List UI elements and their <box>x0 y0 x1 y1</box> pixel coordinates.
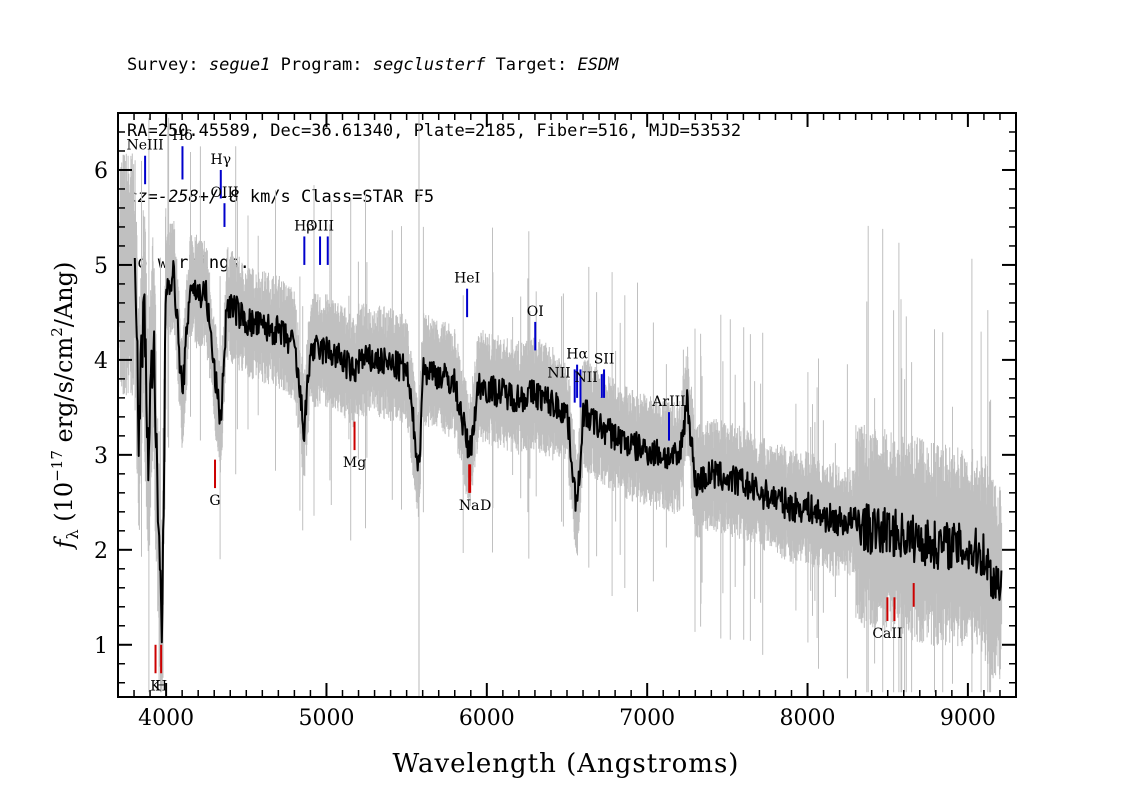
y-label-open: (10 <box>50 482 78 530</box>
survey-label: Survey: <box>127 55 199 75</box>
annotation-label: K <box>150 678 161 694</box>
annotation-label: NII <box>574 370 597 386</box>
annotation-label: NeIII <box>127 138 164 154</box>
annotation-label: OI <box>527 304 544 320</box>
y-tick-label: 6 <box>94 159 108 184</box>
annotation-label: CaII <box>872 626 902 642</box>
x-tick-label: 7000 <box>619 706 675 731</box>
annotation-label: OIII <box>306 218 334 234</box>
spectrum-line <box>133 257 1003 644</box>
x-axis-label: Wavelength (Angstroms) <box>393 749 740 779</box>
y-tick-label: 3 <box>94 444 108 469</box>
y-label-mid: erg/s/cm <box>50 337 78 451</box>
annotation-label: HeI <box>454 271 480 287</box>
axis-ticks: 4000 5000 6000 7000 8000 9000 1 2 3 4 5 6 <box>94 113 1017 731</box>
y-tick-label: 5 <box>94 254 108 279</box>
x-tick-label: 6000 <box>459 706 515 731</box>
cz-value: cz=-258+/-8 <box>127 187 240 207</box>
uncertainty-path <box>119 117 1003 693</box>
y-label-exp2: 2 <box>48 327 66 337</box>
target-label: Target: <box>495 55 568 75</box>
x-tick-label: 9000 <box>940 706 996 731</box>
header-line-survey: Survey: segue1 Program: segclusterf Targ… <box>127 54 741 76</box>
annotation-label: SII <box>594 351 615 367</box>
annotation-label: Mg <box>343 455 366 471</box>
header-line-coords: RA=250.45589, Dec=36.61340, Plate=2185, … <box>127 121 742 141</box>
line-annotations: NeIIIHδHγOIIIHβOIIIHeIOINIIHαNIISIIArIII… <box>127 128 915 694</box>
target-value: ESDM <box>577 55 619 75</box>
y-axis-label: fλ (10−17 erg/s/cm2/Ang) <box>48 262 82 551</box>
x-tick-label: 4000 <box>138 706 194 731</box>
annotation-label: G <box>209 493 220 509</box>
uncertainty-band <box>119 117 1003 693</box>
annotation-label: ArIII <box>651 394 685 410</box>
survey-value: segue1 <box>208 55 271 75</box>
annotation-label: Hβ <box>294 218 314 234</box>
program-label: Program: <box>280 55 363 75</box>
annotation-label: Hα <box>566 347 588 363</box>
y-label-lambda: λ <box>63 529 82 539</box>
y-tick-label: 4 <box>94 349 108 374</box>
x-tick-label: 8000 <box>780 706 836 731</box>
y-label-exp1: −17 <box>48 450 66 482</box>
annotation-label: H <box>155 678 167 694</box>
x-tick-label: 5000 <box>298 706 354 731</box>
program-value: segclusterf <box>372 55 486 75</box>
annotation-label: D <box>480 498 491 514</box>
spectrum-header: Survey: segue1 Program: segclusterf Targ… <box>127 10 741 296</box>
annotation-label: Hδ <box>172 128 193 144</box>
y-label-close: /Ang) <box>50 262 78 328</box>
annotation-label: Na <box>459 498 480 514</box>
y-tick-label: 1 <box>94 634 108 659</box>
annotation-label: NII <box>547 365 570 381</box>
annotation-label: OIII <box>210 185 238 201</box>
spectrum-series <box>133 257 1003 644</box>
y-tick-label: 2 <box>94 539 108 564</box>
annotation-label: Hγ <box>210 152 231 168</box>
